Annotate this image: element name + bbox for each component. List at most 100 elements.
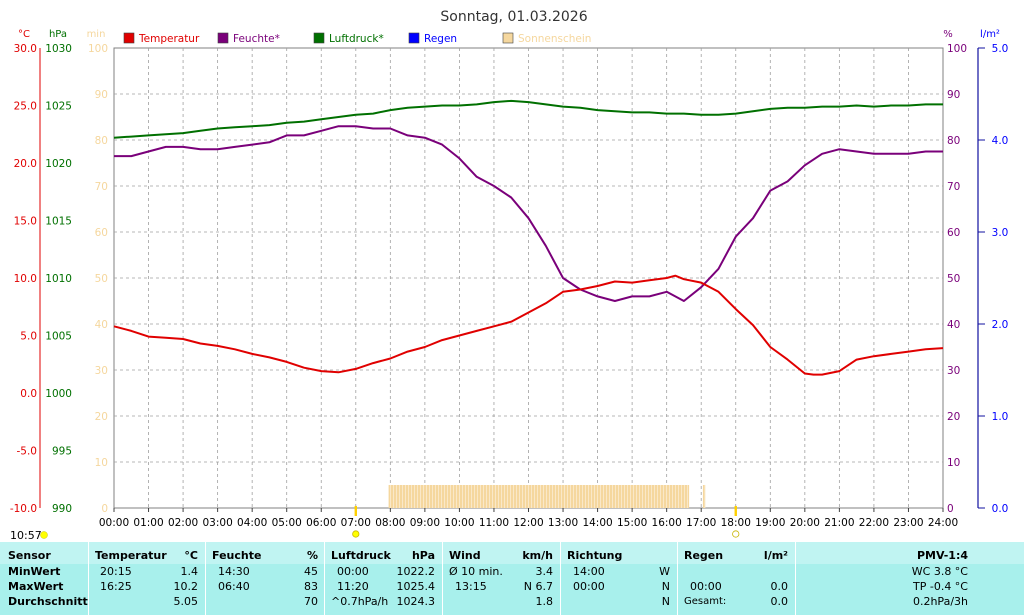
humidity-tick-label: 30 [947, 365, 960, 377]
sun-tick-label: 30 [95, 365, 108, 377]
rain-tick-label: 5.0 [992, 43, 1009, 55]
rain-unit: l/m² [763, 549, 788, 562]
temperature-max-time: 16:25 [100, 580, 132, 593]
separator [205, 542, 206, 615]
wind-day-avg-value: 1.8 [535, 595, 554, 608]
legend-swatch [408, 32, 420, 44]
pmv-header: PMV-1:4 [917, 549, 968, 562]
rain-header: Regen [684, 549, 724, 562]
sun-tick-label: 90 [95, 89, 108, 101]
sunset-icon [732, 530, 740, 538]
x-tick-label: 09:00 [410, 517, 440, 529]
pressure-tick-label: 1000 [45, 388, 72, 400]
direction-row2-value: N [661, 580, 670, 593]
separator [442, 542, 443, 615]
sun-tick-label: 50 [95, 273, 108, 285]
legend-label: Sonnenschein [518, 33, 591, 45]
legend-label: Regen [424, 33, 457, 45]
pressure-axis-unit: hPa [49, 29, 67, 40]
legend-swatch [123, 32, 135, 44]
humidity-tick-label: 90 [947, 89, 960, 101]
sun-tick-label: 60 [95, 227, 108, 239]
x-tick-label: 19:00 [755, 517, 785, 529]
legend-swatch [313, 32, 325, 44]
x-tick-label: 14:00 [582, 517, 612, 529]
pressure-tick-label: 1025 [45, 101, 72, 113]
current-time-sun-icon [40, 531, 48, 539]
sunrise-icon [352, 530, 360, 538]
pressure-tick-label: 1030 [45, 43, 72, 55]
wind-unit: km/h [522, 549, 553, 562]
x-tick-label: 01:00 [133, 517, 163, 529]
separator [795, 542, 796, 615]
pressure-min-time: 00:00 [337, 565, 369, 578]
temperature-tick-label: 10.0 [14, 273, 37, 285]
legend: Temperatur Feuchte* Luftdruck* Regen Sonnens… [123, 32, 591, 45]
sun-axis-unit: min [87, 29, 106, 40]
pressure-unit: hPa [411, 549, 435, 562]
x-tick-label: 13:00 [548, 517, 578, 529]
temperature-tick-label: -5.0 [17, 446, 38, 458]
sun-tick-label: 70 [95, 181, 108, 193]
series-lines [113, 99, 944, 376]
temperature-tick-label: 0.0 [20, 388, 37, 400]
humidity-tick-label: 60 [947, 227, 960, 239]
x-tick-label: 11:00 [479, 517, 509, 529]
sun-tick-label: 0 [101, 503, 108, 515]
temperature-tick-label: 30.0 [14, 43, 37, 55]
humidity-tick-label: 0 [947, 503, 954, 515]
statistics-header [0, 542, 1024, 564]
separator [560, 542, 561, 615]
chart-title: Sonntag, 01.03.2026 [440, 9, 587, 25]
x-tick-label: 04:00 [237, 517, 267, 529]
humidity-max-time: 06:40 [218, 580, 250, 593]
row-label-avg: Durchschnitt [8, 595, 88, 608]
humidity-header: Feuchte [212, 549, 262, 562]
direction-header: Richtung [567, 549, 623, 562]
x-tick-label: 00:00 [99, 517, 129, 529]
sunshine-bar [702, 485, 706, 508]
temperature-avg-value: 5.05 [173, 595, 199, 608]
temperature-axis-unit: °C [18, 29, 30, 40]
temperature-tick-label: 15.0 [14, 216, 37, 228]
series-line-humidity [114, 125, 943, 302]
direction-row3-value: N [661, 595, 670, 608]
current-time: 10:57 [10, 529, 42, 540]
humidity-unit: % [306, 549, 318, 562]
grid [113, 47, 944, 509]
x-tick-label: 05:00 [272, 517, 302, 529]
x-tick-label: 08:00 [375, 517, 405, 529]
pmv-pressure-trend: 0.2hPa/3h [912, 595, 968, 608]
x-tick-label: 02:00 [168, 517, 198, 529]
temperature-min-value: 1.4 [180, 565, 199, 578]
humidity-tick-label: 50 [947, 273, 960, 285]
wind-avg-label: Ø 10 min. [449, 565, 503, 578]
humidity-min-value: 45 [304, 565, 318, 578]
weather-chart: Sonntag, 01.03.2026 °C hPa min % l/m² Te… [10, 9, 1009, 540]
humidity-tick-label: 10 [947, 457, 960, 469]
pressure-tick-label: 1005 [45, 331, 72, 343]
direction-row2-time: 00:00 [573, 580, 605, 593]
x-tick-label: 10:00 [444, 517, 474, 529]
row-label-sensor: Sensor [8, 549, 51, 562]
pmv-dewpoint: TP -0.4 °C [913, 580, 968, 593]
rain-tick-label: 4.0 [992, 135, 1009, 147]
temperature-unit: °C [184, 549, 198, 562]
temperature-max-value: 10.2 [173, 580, 199, 593]
rain-total-label: Gesamt: [684, 596, 727, 607]
temperature-tick-label: 25.0 [14, 101, 37, 113]
pressure-header: Luftdruck [331, 549, 391, 562]
x-tick-label: 07:00 [341, 517, 371, 529]
rain-total-value: 0.0 [770, 595, 789, 608]
pressure-tick-label: 1010 [45, 273, 72, 285]
pressure-avg-value: 1024.3 [396, 595, 436, 608]
temperature-tick-label: 5.0 [20, 331, 37, 343]
row-label-min: MinWert [8, 565, 61, 578]
rain-tick-label: 3.0 [992, 227, 1009, 239]
legend-label: Luftdruck* [329, 33, 384, 45]
x-tick-label: 23:00 [893, 517, 923, 529]
rain-axis-unit: l/m² [980, 29, 1000, 40]
statistics-table: Sensor MinWert MaxWert Durchschnitt Temp… [0, 542, 1024, 615]
pressure-tick-label: 990 [52, 503, 72, 515]
x-tick-label: 15:00 [617, 517, 647, 529]
